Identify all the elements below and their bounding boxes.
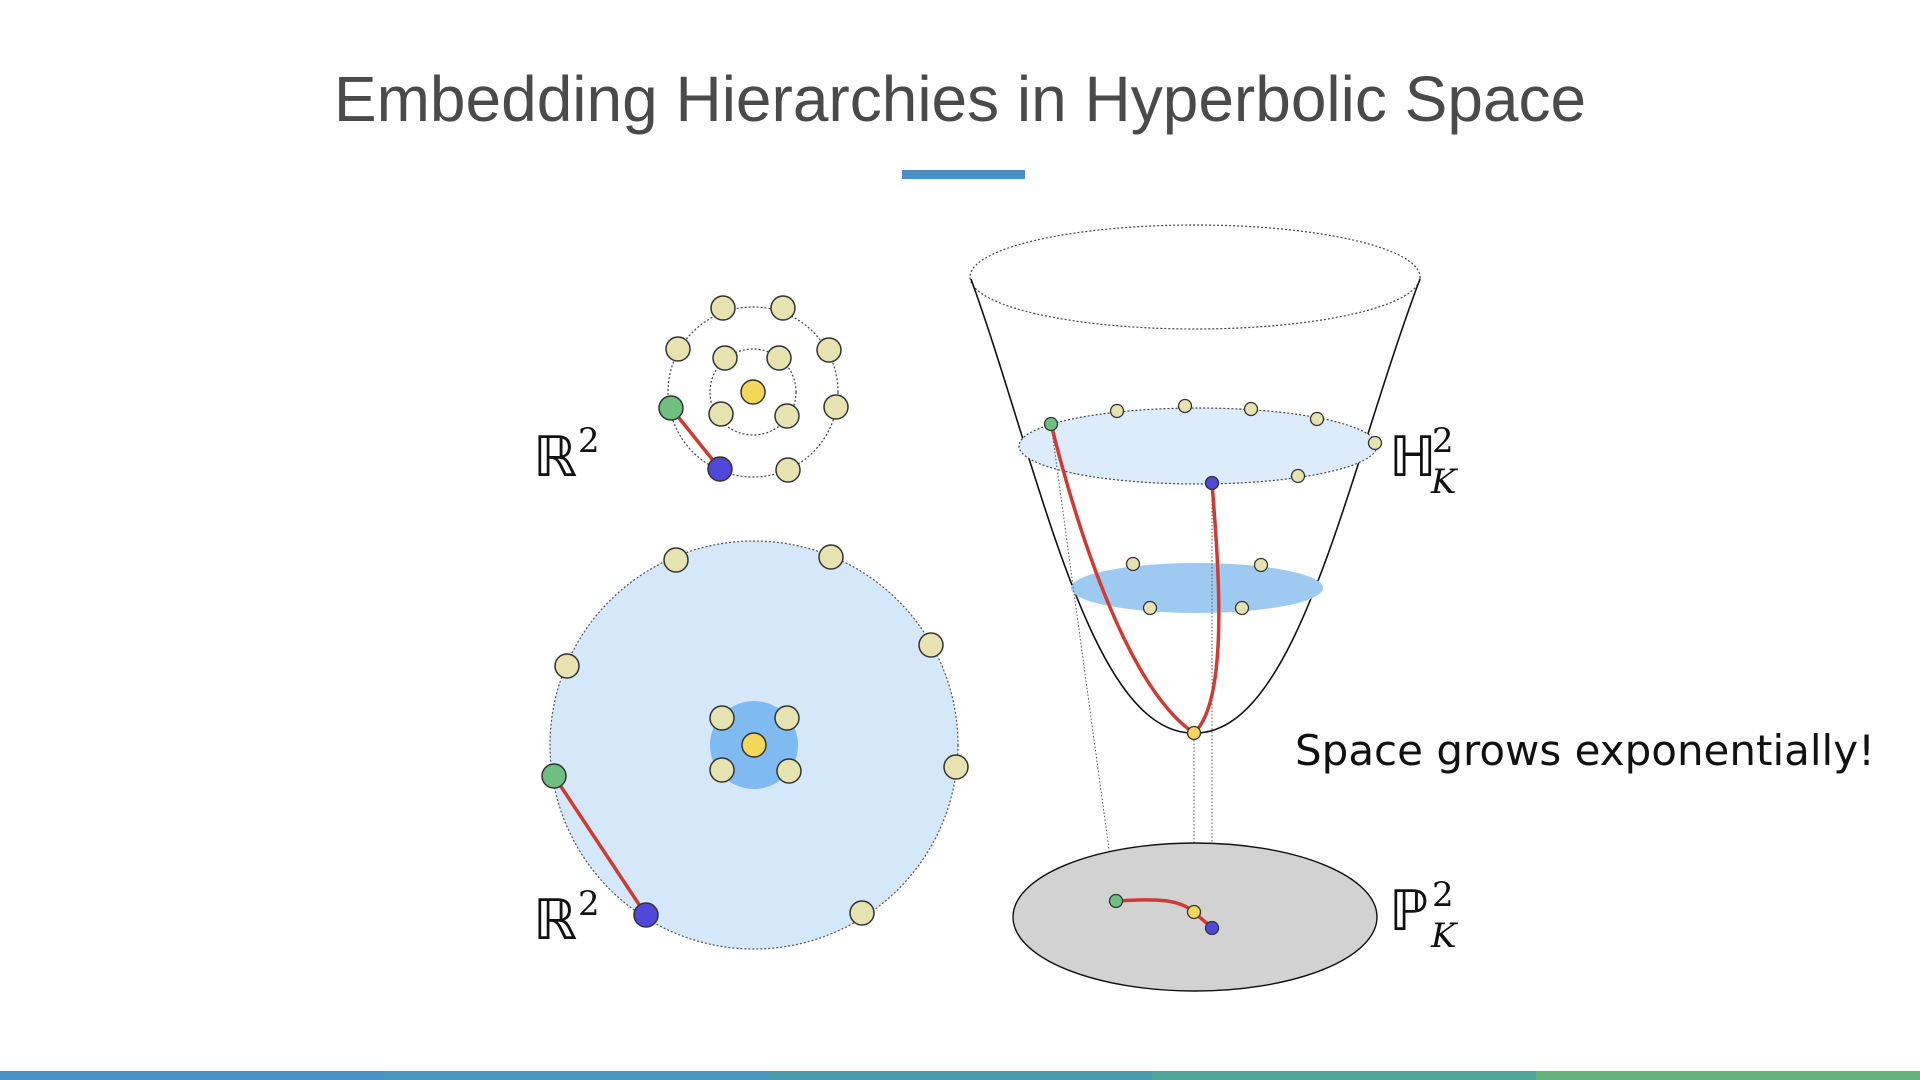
blue-node [1204,475,1220,491]
label-letter: ℝ [533,425,577,490]
tree-node [849,900,875,926]
tree-node [710,295,736,321]
label-hyperboloid: ℍ 2 K [1389,421,1459,502]
tree-node [663,547,689,573]
tree-node [776,758,802,784]
tree-node [823,394,849,420]
label-letter: ℙ [1389,879,1428,944]
label-superscript: 2 [1432,421,1454,461]
label-letter: ℝ [533,888,577,953]
tree-node [712,345,738,371]
tree-node [816,337,842,363]
blue-node [633,902,659,928]
tree-node [770,295,796,321]
euclidean-tree-large [541,540,969,950]
hyperboloid [969,224,1421,928]
label-subscript: K [1430,916,1459,956]
label-letter: ℍ [1389,425,1437,490]
poincare-disk [1012,842,1378,992]
root-node [1186,725,1202,741]
tree-node [818,544,844,570]
tree-node [1367,435,1383,451]
tree-node [1125,556,1141,572]
blue-node [707,456,733,482]
projection-line [1050,423,1117,902]
geodesic-line [552,775,648,916]
root-node [741,732,767,758]
green-node [1108,893,1124,909]
geodesic-line [669,406,722,471]
root-node [1186,904,1202,920]
hyperboloid-surface [970,278,1421,734]
green-node [541,763,567,789]
title-underline [902,170,1025,179]
footer-segment [384,1071,768,1080]
footer-color-bar [0,1071,1920,1080]
tree-node [1290,468,1306,484]
footer-segment [1536,1071,1920,1080]
footer-segment [0,1071,384,1080]
geodesic-curve [1192,482,1221,735]
footer-segment [1152,1071,1536,1080]
tree-node [1253,557,1269,573]
outer-ring [667,306,839,478]
tree-node [709,757,735,783]
tree-node [1109,403,1125,419]
inner-ring [709,348,797,436]
label-r2-top: ℝ 2 [533,421,600,490]
green-node [658,395,684,421]
slice-middle [1071,563,1323,613]
label-superscript: 2 [578,884,600,924]
tree-node [1177,398,1193,414]
tree-node [1234,600,1250,616]
tree-node [709,705,735,731]
green-node [1043,416,1059,432]
tree-node [1142,600,1158,616]
tree-node [554,653,580,679]
blue-node [1204,920,1220,936]
geodesic-curve [1049,423,1195,735]
tree-node [766,345,792,371]
tree-node [918,632,944,658]
label-subscript: K [1430,462,1459,502]
footer-segment [768,1071,1152,1080]
tree-node [708,401,734,427]
hyperboloid-rim [969,224,1421,330]
tree-node [1309,411,1325,427]
label-superscript: 2 [578,421,600,461]
caption-text: Space grows exponentially! [1295,726,1875,775]
tree-node [774,403,800,429]
tree-node [774,705,800,731]
euclidean-tree-small [658,295,849,483]
tree-node [1243,401,1259,417]
label-r2-bottom: ℝ 2 [533,884,600,953]
tree-node [943,754,969,780]
label-poincare: ℙ 2 K [1389,875,1459,956]
slide-title: Embedding Hierarchies in Hyperbolic Spac… [333,63,1587,135]
root-node [740,379,766,405]
tree-node [665,336,691,362]
label-superscript: 2 [1432,875,1454,915]
tree-node [775,457,801,483]
